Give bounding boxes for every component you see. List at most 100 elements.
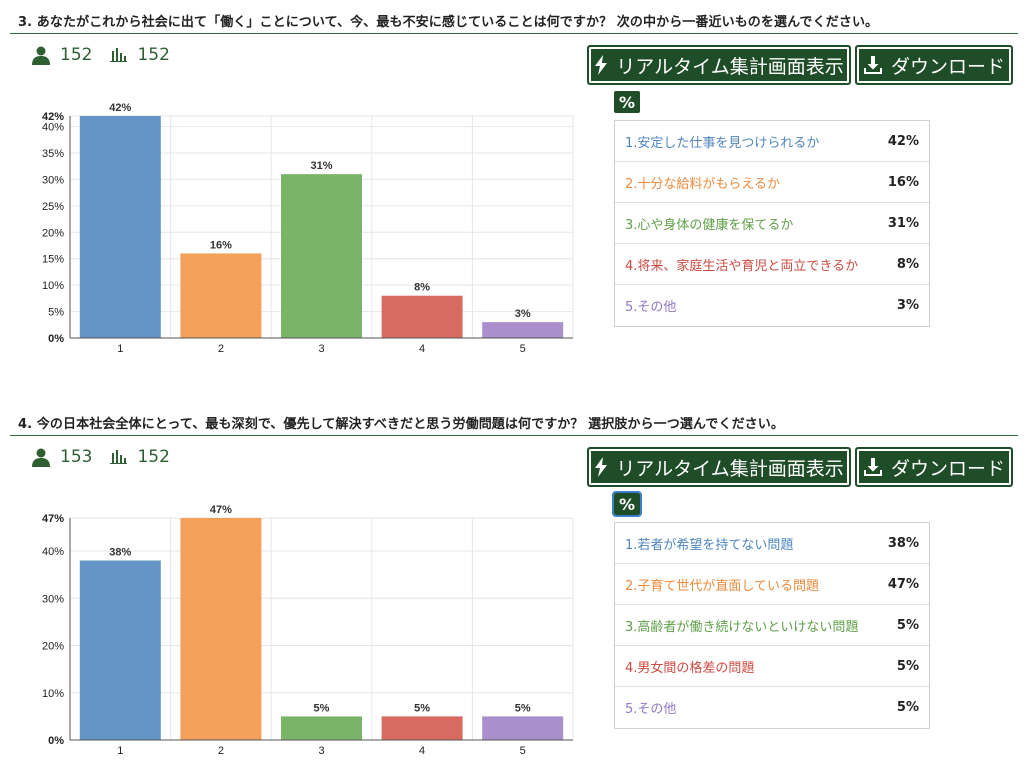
x-tick-label: 4 — [419, 343, 425, 355]
legend-label: 5.その他 — [625, 702, 677, 717]
legend-label: 2.子育て世代が直面している問題 — [625, 578, 820, 594]
bar-chart-q3: 0%5%10%15%20%25%30%35%40%42%42%116%231%3… — [42, 102, 574, 355]
respondent-count: 152 — [32, 45, 92, 65]
legend-label: 3.心や身体の健康を保てるか — [625, 217, 794, 233]
percent-toggle-button[interactable]: % — [614, 91, 640, 113]
stats-bar: 153 152 — [32, 447, 188, 467]
bar[interactable] — [281, 174, 362, 338]
y-tick-label: 10% — [42, 688, 64, 700]
y-tick-label: 25% — [42, 201, 64, 213]
legend-row: 1.安定した仕事を見つけられるか 42% — [615, 121, 929, 162]
legend-value: 5% — [896, 617, 919, 633]
divider — [10, 435, 1018, 436]
y-tick-label: 10% — [42, 280, 64, 292]
x-tick-label: 5 — [520, 343, 526, 355]
bar[interactable] — [482, 716, 564, 740]
legend-row: 3.心や身体の健康を保てるか 31% — [615, 203, 929, 244]
legend-value: 8% — [896, 256, 919, 272]
legend-table: 1.若者が希望を持てない問題 38% 2.子育て世代が直面している問題 47% … — [614, 522, 930, 729]
bar[interactable] — [79, 116, 161, 338]
legend-row: 5.その他 3% — [615, 285, 929, 326]
respondent-count-value: 152 — [60, 45, 93, 65]
answer-count: 152 — [110, 447, 170, 467]
bar[interactable] — [180, 518, 262, 740]
legend-value: 3% — [896, 298, 919, 313]
bar-value-label: 8% — [414, 282, 430, 294]
question-title: 4. 今の日本社会全体にとって、最も深刻で、優先して解決すべきだと思う労働問題は… — [18, 417, 784, 432]
legend-value: 42% — [887, 133, 919, 149]
respondent-count-value: 153 — [60, 447, 93, 467]
legend-value: 47% — [887, 576, 919, 592]
legend-label: 3.高齢者が働き続けないといけない問題 — [625, 619, 859, 635]
bar-value-label: 3% — [515, 308, 531, 320]
question-title: 3. あなたがこれから社会に出て「働く」ことについて、今、最も不安に感じているこ… — [18, 15, 879, 30]
legend-row: 1.若者が希望を持てない問題 38% — [615, 523, 929, 564]
legend-row: 4.将来、家庭生活や育児と両立できるか 8% — [615, 244, 929, 285]
respondent-count: 153 — [32, 447, 92, 467]
x-tick-label: 3 — [318, 343, 324, 355]
bar-chart-q4: 0% 10% 20% 30% 40% 47% 38% 1 47% 2 5% 3 5% 4 5% 5 — [42, 504, 574, 757]
bar[interactable] — [180, 253, 262, 338]
download-label: ダウンロード — [890, 55, 1005, 78]
bar[interactable] — [281, 716, 362, 740]
bar-value-label: 38% — [109, 547, 131, 559]
x-tick-label: 3 — [318, 745, 324, 757]
legend-value: 31% — [887, 215, 919, 231]
x-tick-label: 4 — [419, 745, 425, 757]
bar-value-label: 47% — [210, 504, 232, 516]
legend-row: 2.子育て世代が直面している問題 47% — [615, 564, 929, 605]
download-label: ダウンロード — [890, 457, 1005, 480]
y-tick-label: 20% — [42, 227, 64, 239]
y-tick-label: 35% — [42, 148, 64, 160]
answer-count: 152 — [110, 45, 170, 65]
bar-value-label: 5% — [515, 702, 531, 714]
bar-value-label: 5% — [314, 702, 330, 714]
download-button[interactable]: ダウンロード — [855, 45, 1013, 85]
realtime-display-button[interactable]: リアルタイム集計画面表示 — [587, 45, 851, 85]
divider — [10, 33, 1018, 34]
bar[interactable] — [381, 295, 463, 338]
y-tick-label: 5% — [48, 307, 64, 319]
download-button[interactable]: ダウンロード — [855, 447, 1013, 487]
legend-table: 1.安定した仕事を見つけられるか 42% 2.十分な給料がもらえるか 16% 3… — [614, 120, 930, 327]
bar[interactable] — [79, 560, 161, 740]
realtime-display-label: リアルタイム集計画面表示 — [616, 457, 844, 480]
legend-row: 3.高齢者が働き続けないといけない問題 5% — [615, 605, 929, 646]
legend-value: 5% — [896, 700, 919, 715]
y-tick-label: 40% — [42, 546, 64, 558]
legend-value: 38% — [887, 535, 919, 551]
x-tick-label: 2 — [218, 343, 224, 355]
y-tick-label: 47% — [42, 513, 64, 525]
bar-chart-icon — [110, 450, 128, 464]
legend-label: 1.若者が希望を持てない問題 — [625, 537, 794, 553]
realtime-display-button[interactable]: リアルタイム集計画面表示 — [587, 447, 851, 487]
x-tick-label: 1 — [117, 745, 123, 757]
legend-value: 5% — [896, 658, 919, 674]
x-tick-label: 2 — [218, 745, 224, 757]
person-icon — [32, 448, 50, 467]
bar-value-label: 31% — [310, 160, 332, 172]
y-tick-label: 30% — [42, 174, 64, 186]
bar[interactable] — [482, 322, 564, 338]
y-tick-label: 30% — [42, 593, 64, 605]
stats-bar: 152 152 — [32, 45, 188, 65]
legend-label: 2.十分な給料がもらえるか — [625, 176, 781, 192]
lightning-icon — [595, 457, 608, 477]
y-tick-label: 40% — [42, 122, 64, 134]
realtime-display-label: リアルタイム集計画面表示 — [616, 55, 844, 78]
legend-value: 16% — [887, 174, 919, 190]
legend-row: 4.男女間の格差の問題 5% — [615, 646, 929, 687]
lightning-icon — [595, 55, 608, 75]
bar-value-label: 42% — [109, 102, 131, 114]
person-icon — [32, 46, 50, 65]
legend-label: 1.安定した仕事を見つけられるか — [625, 135, 820, 151]
answer-count-value: 152 — [137, 447, 170, 467]
legend-label: 5.その他 — [625, 300, 677, 315]
x-tick-label: 1 — [117, 343, 123, 355]
answer-count-value: 152 — [137, 45, 170, 65]
percent-toggle-button[interactable]: % — [612, 491, 642, 517]
bar[interactable] — [381, 716, 463, 740]
legend-row: 2.十分な給料がもらえるか 16% — [615, 162, 929, 203]
bar-value-label: 5% — [414, 702, 430, 714]
y-tick-label: 20% — [42, 641, 64, 653]
